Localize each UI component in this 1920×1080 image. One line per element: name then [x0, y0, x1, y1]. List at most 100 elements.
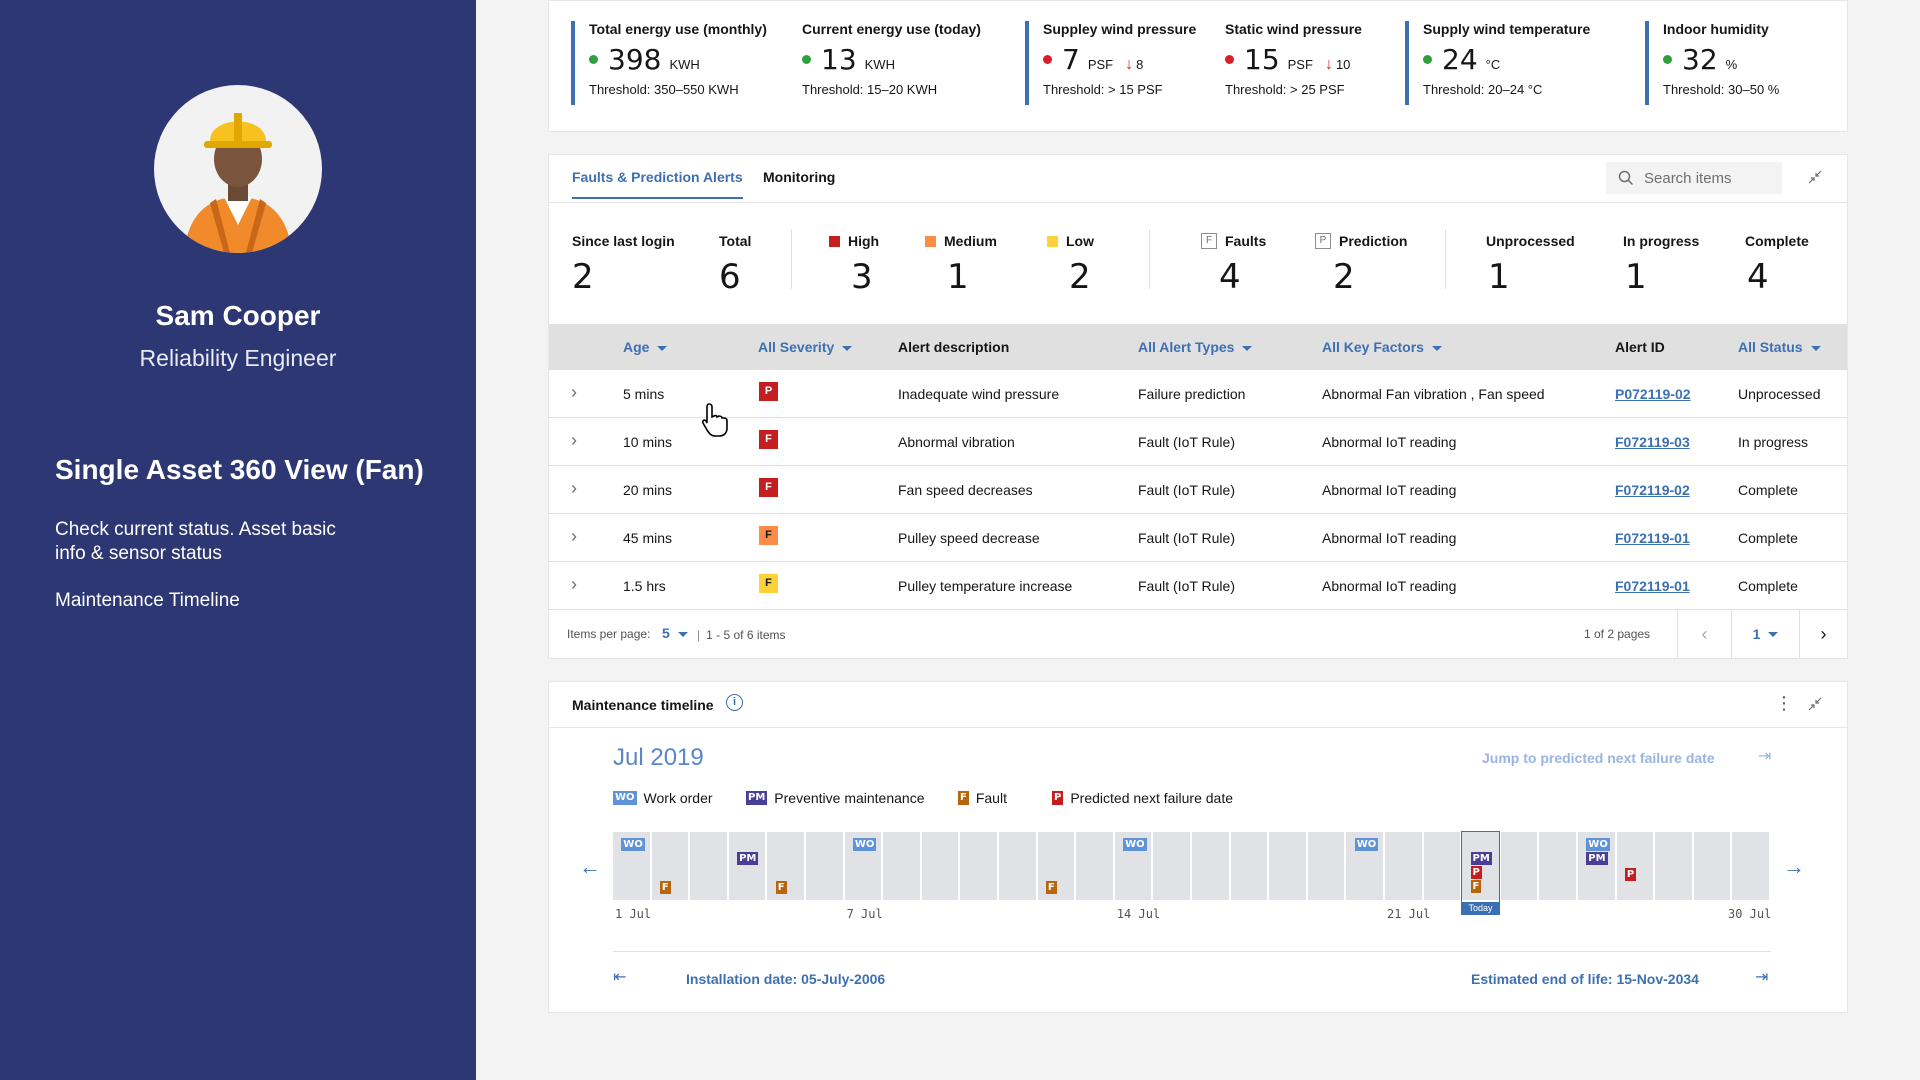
- timeline-event-pm[interactable]: PM: [737, 852, 759, 865]
- summary-faults[interactable]: F Faults 4: [1201, 233, 1266, 297]
- summary-high[interactable]: High 3: [829, 233, 879, 297]
- profile-panel: Sam Cooper Reliability Engineer Single A…: [0, 0, 476, 1080]
- timeline-event-wo[interactable]: WO: [621, 838, 645, 851]
- timeline-day-cell[interactable]: [690, 832, 727, 900]
- jump-to-end-icon[interactable]: ⇥: [1755, 969, 1769, 986]
- arrow-left-icon[interactable]: ←: [579, 854, 601, 879]
- collapse-icon[interactable]: [1807, 169, 1823, 185]
- timeline-event-f[interactable]: F: [1045, 881, 1057, 894]
- next-page-button[interactable]: ›: [1799, 610, 1847, 658]
- timeline-day-cell[interactable]: [1500, 832, 1538, 900]
- timeline-day-cell[interactable]: [1423, 832, 1461, 900]
- collapse-icon[interactable]: [1807, 696, 1823, 712]
- expand-row-icon[interactable]: ›: [571, 382, 577, 402]
- tab-monitoring[interactable]: Monitoring: [763, 169, 836, 185]
- timeline-event-wo[interactable]: WO: [1123, 838, 1147, 851]
- kpi-label: Current energy use (today): [802, 21, 981, 37]
- alert-id-link[interactable]: F072119-01: [1615, 530, 1690, 546]
- timeline-event-f[interactable]: F: [659, 881, 671, 894]
- divider: [791, 229, 792, 289]
- end-of-life-date: Estimated end of life: 15-Nov-2034: [1471, 971, 1699, 987]
- timeline-day-cell[interactable]: [1655, 832, 1692, 900]
- info-icon[interactable]: i: [726, 694, 743, 711]
- timeline-event-f[interactable]: F: [775, 881, 787, 894]
- summary-since-last-login[interactable]: Since last login 2: [572, 233, 675, 297]
- kpi-group-humidity: Indoor humidity 32% Threshold: 30–50 %: [1645, 21, 1835, 105]
- table-row[interactable]: › 5 mins P Inadequate wind pressure Fail…: [549, 370, 1847, 418]
- column-label: All Status: [1738, 339, 1803, 355]
- timeline-day-cell[interactable]: [1269, 832, 1306, 900]
- timeline-event-pm[interactable]: PM: [1470, 852, 1492, 865]
- timeline-grid: WO F PM F WO F WO WO PM P F WO PM P Today: [613, 831, 1771, 915]
- timeline-day-cell[interactable]: [960, 832, 997, 900]
- severity-filter[interactable]: All Severity: [758, 339, 853, 355]
- summary-total[interactable]: Total 6: [719, 233, 751, 297]
- cell-status: In progress: [1738, 434, 1809, 450]
- summary-label: Total: [719, 233, 752, 249]
- item-range-text: 1 - 5 of 6 items: [706, 628, 786, 642]
- timeline-day-cell[interactable]: [806, 832, 843, 900]
- timeline-event-pm[interactable]: PM: [1586, 852, 1608, 865]
- table-row[interactable]: › 20 mins F Fan speed decreases Fault (I…: [549, 466, 1847, 514]
- timeline-day-cell[interactable]: [728, 832, 766, 900]
- timeline-event-wo[interactable]: WO: [1354, 838, 1379, 851]
- alert-id-link[interactable]: F072119-02: [1615, 482, 1690, 498]
- kpi-value: 7: [1062, 43, 1080, 76]
- timeline-event-wo[interactable]: WO: [852, 838, 877, 851]
- expand-row-icon[interactable]: ›: [571, 574, 577, 594]
- table-row[interactable]: › 1.5 hrs F Pulley temperature increase …: [549, 562, 1847, 610]
- summary-medium[interactable]: Medium 1: [925, 233, 997, 297]
- summary-value: 1: [947, 257, 969, 297]
- column-age-sort[interactable]: Age: [623, 339, 668, 355]
- alert-id-link[interactable]: F072119-03: [1615, 434, 1690, 450]
- legend-tag: P: [1052, 791, 1064, 805]
- table-row[interactable]: › 10 mins F Abnormal vibration Fault (Io…: [549, 418, 1847, 466]
- timeline-day-cell[interactable]: [1385, 832, 1422, 900]
- status-filter[interactable]: All Status: [1738, 339, 1821, 355]
- expand-row-icon[interactable]: ›: [571, 526, 577, 546]
- timeline-event-wo[interactable]: WO: [1586, 838, 1610, 851]
- summary-prediction[interactable]: P Prediction 2: [1315, 233, 1407, 297]
- jump-to-end-icon[interactable]: ⇥: [1758, 748, 1772, 765]
- column-label: All Key Factors: [1322, 339, 1424, 355]
- timeline-day-cell[interactable]: [1616, 832, 1654, 900]
- timeline-day-cell[interactable]: [1076, 832, 1113, 900]
- summary-unprocessed[interactable]: Unprocessed 1: [1486, 233, 1575, 297]
- alert-id-link[interactable]: F072119-01: [1615, 578, 1690, 594]
- timeline-day-cell[interactable]: [1693, 832, 1731, 900]
- timeline-event-f[interactable]: F: [1470, 880, 1482, 893]
- timeline-day-cell[interactable]: [883, 832, 920, 900]
- table-row[interactable]: › 45 mins F Pulley speed decrease Fault …: [549, 514, 1847, 562]
- timeline-day-cell[interactable]: [999, 832, 1036, 900]
- page-select[interactable]: 1: [1731, 610, 1799, 658]
- jump-to-start-icon[interactable]: ⇤: [613, 969, 627, 986]
- summary-complete[interactable]: Complete 4: [1745, 233, 1809, 297]
- alert-id-link[interactable]: P072119-02: [1615, 386, 1691, 402]
- alert-type-filter[interactable]: All Alert Types: [1138, 339, 1253, 355]
- key-factors-filter[interactable]: All Key Factors: [1322, 339, 1442, 355]
- items-per-page-select[interactable]: 5: [662, 625, 688, 641]
- table-header: Age All Severity Alert description All A…: [549, 324, 1847, 370]
- timeline-day-cell[interactable]: [1230, 832, 1268, 900]
- timeline-day-cell[interactable]: [1307, 832, 1345, 900]
- hand-cursor-icon: [701, 403, 728, 437]
- timeline-day-cell[interactable]: [1192, 832, 1229, 900]
- kpi-label: Total energy use (monthly): [589, 21, 767, 37]
- search-input[interactable]: Search items: [1606, 162, 1782, 194]
- today-marker[interactable]: [1461, 831, 1500, 915]
- expand-row-icon[interactable]: ›: [571, 430, 577, 450]
- summary-in-progress[interactable]: In progress 1: [1623, 233, 1699, 297]
- timeline-day-cell[interactable]: [1539, 832, 1576, 900]
- arrow-right-icon[interactable]: →: [1783, 854, 1805, 879]
- timeline-event-p[interactable]: P: [1624, 868, 1637, 881]
- tab-faults-prediction-alerts[interactable]: Faults & Prediction Alerts: [572, 169, 743, 199]
- summary-low[interactable]: Low 2: [1047, 233, 1094, 297]
- timeline-day-cell[interactable]: [1732, 832, 1769, 900]
- overflow-menu-icon[interactable]: ⋮: [1775, 693, 1793, 713]
- jump-to-failure-link[interactable]: Jump to predicted next failure date: [1482, 750, 1715, 766]
- timeline-event-p[interactable]: P: [1470, 866, 1482, 879]
- expand-row-icon[interactable]: ›: [571, 478, 577, 498]
- timeline-day-cell[interactable]: [921, 832, 959, 900]
- prev-page-button[interactable]: ‹: [1677, 610, 1731, 658]
- timeline-day-cell[interactable]: [1153, 832, 1190, 900]
